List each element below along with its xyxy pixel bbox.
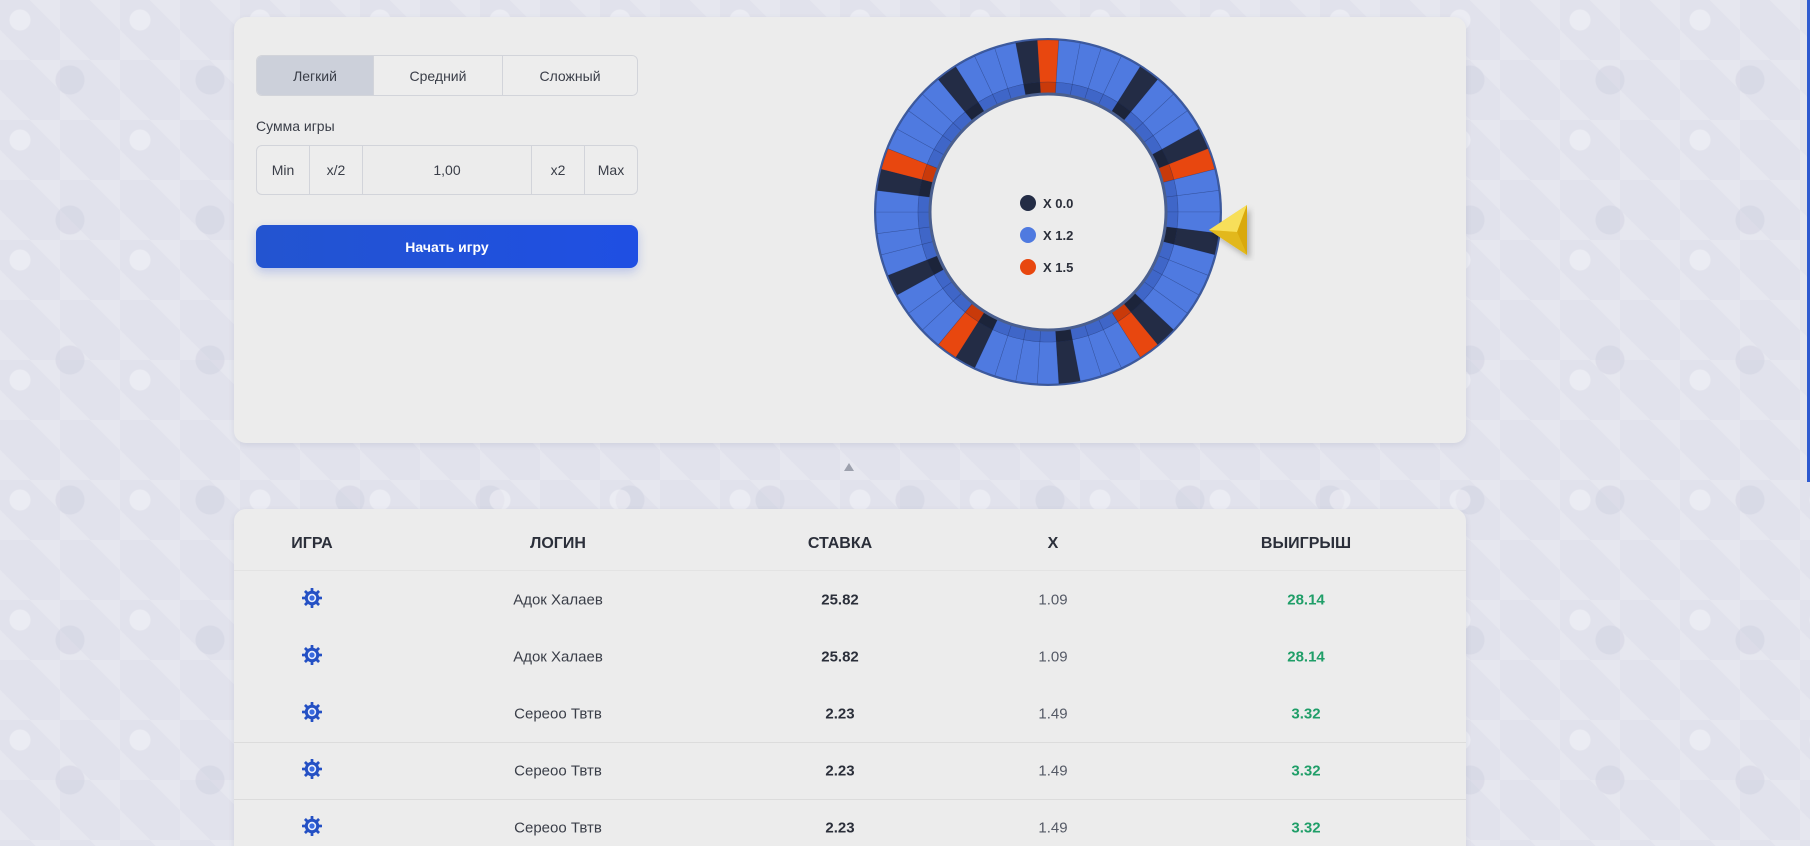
- table-header: ИГРА ЛОГИН СТАВКА X ВЫИГРЫШ: [234, 509, 1466, 571]
- amount-label: Сумма игры: [256, 118, 335, 134]
- min-button[interactable]: Min: [257, 146, 310, 194]
- login-cell: Сереоо Твтв: [514, 819, 602, 837]
- login-cell: Адок Халаев: [513, 591, 603, 608]
- wheel-game-icon: [301, 758, 323, 784]
- column-header-game: ИГРА: [291, 535, 333, 552]
- table-row[interactable]: Сереоо Твтв 2.23 1.49 3.32: [234, 742, 1466, 799]
- collapse-toggle-icon[interactable]: [844, 463, 854, 471]
- legend-label: X 1.2: [1043, 227, 1074, 243]
- column-header-bet: СТАВКА: [807, 535, 873, 552]
- win-cell: 28.14: [1287, 591, 1325, 608]
- amount-input[interactable]: 1,00: [363, 146, 531, 194]
- wheel-game-icon: [301, 644, 323, 670]
- max-button[interactable]: Max: [584, 146, 637, 194]
- start-game-button[interactable]: Начать игру: [256, 225, 638, 268]
- legend-item-x0: X 0.0: [1020, 187, 1073, 219]
- column-header-win: ВЫИГРЫШ: [1260, 535, 1352, 552]
- column-header-multiplier: X: [1047, 535, 1059, 552]
- column-header-login: ЛОГИН: [530, 535, 586, 552]
- table-row[interactable]: Адок Халаев 25.82 1.09 28.14: [234, 571, 1466, 628]
- wheel-legend: X 0.0 X 1.2 X 1.5: [1020, 187, 1073, 283]
- difficulty-selector: Легкий Средний Сложный: [256, 55, 638, 96]
- tab-hard[interactable]: Сложный: [503, 56, 637, 95]
- win-cell: 3.32: [1291, 819, 1321, 837]
- bet-cell: 2.23: [825, 705, 855, 722]
- multiplier-cell: 1.49: [1038, 819, 1068, 837]
- multiplier-cell: 1.49: [1038, 705, 1068, 722]
- login-cell: Сереоо Твтв: [514, 762, 602, 780]
- wheel-ring-graphic: [874, 38, 1222, 386]
- history-table: ИГРА ЛОГИН СТАВКА X ВЫИГРЫШ Адок Халаев …: [234, 509, 1466, 846]
- game-panel: Легкий Средний Сложный Сумма игры Min x/…: [234, 17, 1466, 443]
- legend-item-x1-2: X 1.2: [1020, 219, 1073, 251]
- amount-controls: Min x/2 1,00 x2 Max: [256, 145, 638, 195]
- win-cell: 28.14: [1287, 648, 1325, 665]
- half-button[interactable]: x/2: [310, 146, 363, 194]
- wheel-game-icon: [301, 815, 323, 841]
- table-row[interactable]: Адок Халаев 25.82 1.09 28.14: [234, 628, 1466, 685]
- multiplier-cell: 1.09: [1038, 591, 1068, 608]
- bet-cell: 25.82: [821, 648, 859, 665]
- tab-easy[interactable]: Легкий: [257, 56, 374, 95]
- login-cell: Адок Халаев: [513, 648, 603, 665]
- fortune-wheel: [874, 37, 1234, 397]
- wheel-pointer-icon: [1209, 205, 1247, 255]
- double-button[interactable]: x2: [531, 146, 584, 194]
- win-cell: 3.32: [1291, 762, 1321, 780]
- page-scrollbar[interactable]: [1807, 0, 1810, 482]
- win-cell: 3.32: [1291, 705, 1321, 722]
- legend-label: X 0.0: [1043, 195, 1074, 211]
- bet-cell: 2.23: [825, 819, 855, 837]
- bet-cell: 2.23: [825, 762, 855, 780]
- blue-dot-icon: [1020, 227, 1036, 243]
- tab-medium[interactable]: Средний: [374, 56, 503, 95]
- wheel-game-icon: [301, 701, 323, 727]
- legend-label: X 1.5: [1043, 259, 1074, 275]
- legend-item-x1-5: X 1.5: [1020, 251, 1073, 283]
- table-row[interactable]: Сереоо Твтв 2.23 1.49 3.32: [234, 685, 1466, 742]
- bet-cell: 25.82: [821, 591, 859, 608]
- red-dot-icon: [1020, 259, 1036, 275]
- multiplier-cell: 1.09: [1038, 648, 1068, 665]
- multiplier-cell: 1.49: [1038, 762, 1068, 780]
- dark-dot-icon: [1020, 195, 1036, 211]
- table-row[interactable]: Сереоо Твтв 2.23 1.49 3.32: [234, 799, 1466, 846]
- login-cell: Сереоо Твтв: [514, 705, 602, 722]
- wheel-game-icon: [301, 587, 323, 613]
